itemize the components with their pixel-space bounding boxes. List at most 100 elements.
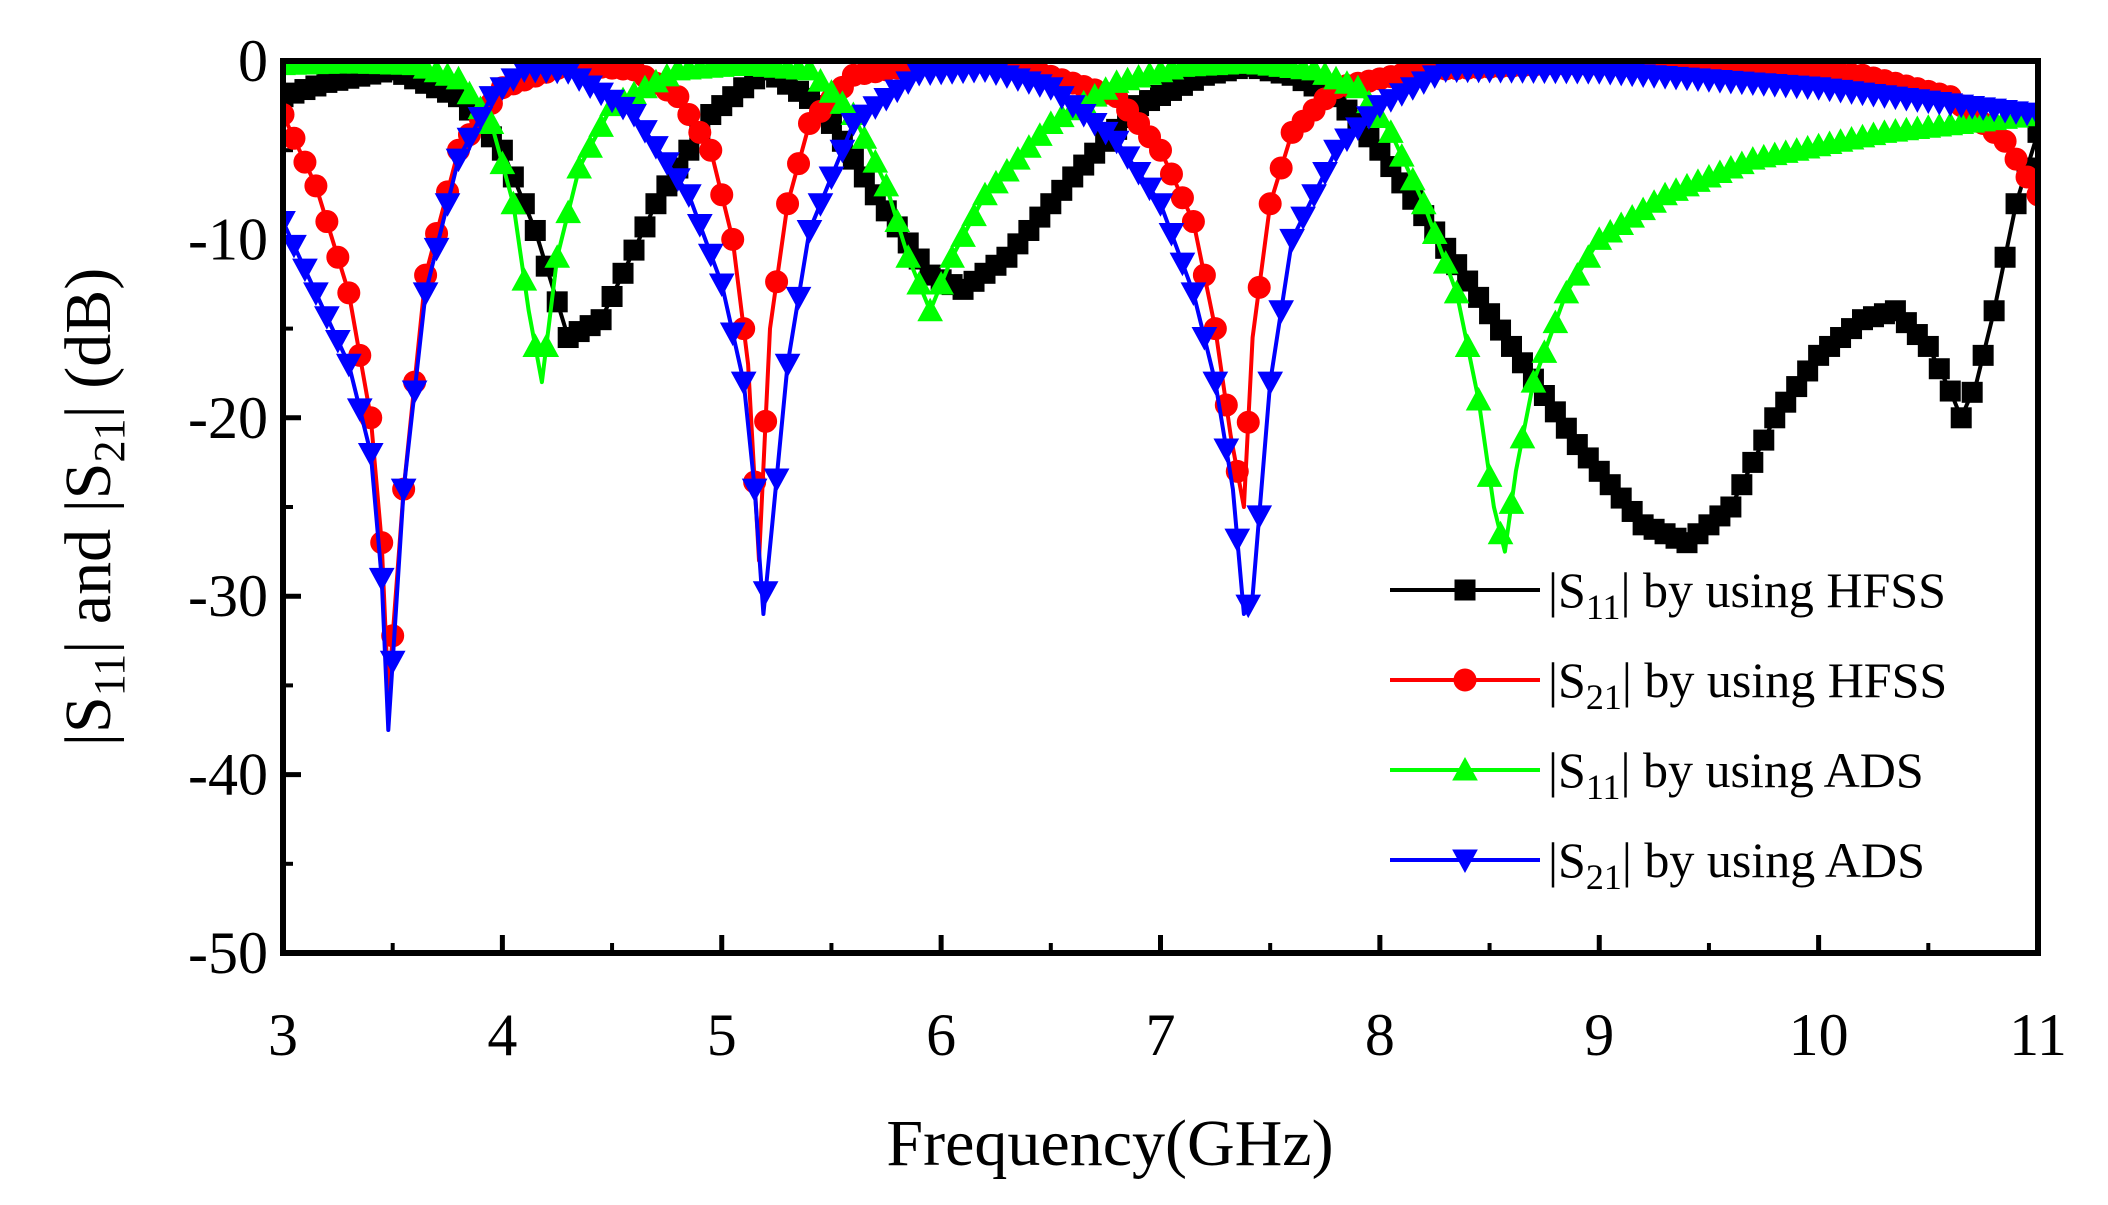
legend-label-prefix: |S	[1548, 742, 1586, 798]
data-point	[1564, 262, 1591, 286]
data-point	[1323, 139, 1349, 164]
data-point	[1378, 119, 1404, 143]
data-point	[1753, 429, 1775, 451]
data-point	[796, 219, 823, 244]
legend-label-prefix: |S	[1548, 652, 1586, 708]
data-point	[1016, 134, 1042, 158]
data-point	[1553, 279, 1580, 304]
y-axis-title-sub-a: 11	[85, 654, 134, 696]
data-point	[1399, 166, 1426, 191]
data-point	[346, 398, 373, 422]
legend-label-suffix: | by using HFSS	[1621, 562, 1946, 618]
legend-marker	[1454, 579, 1476, 601]
data-point	[370, 531, 394, 555]
legend-item-3: |S11| by using ADS	[1390, 742, 1924, 807]
y-tick-label: -10	[188, 206, 268, 272]
data-point	[730, 371, 757, 396]
data-point	[643, 136, 669, 160]
data-point	[621, 104, 647, 128]
data-point	[623, 239, 645, 261]
data-point	[1764, 407, 1786, 429]
data-point	[590, 309, 612, 331]
data-point	[1786, 376, 1808, 398]
data-point	[612, 262, 634, 284]
data-point	[829, 139, 856, 164]
data-point	[315, 210, 339, 234]
data-point	[544, 244, 571, 268]
data-point	[676, 184, 702, 208]
data-point	[390, 478, 417, 503]
data-point	[292, 258, 318, 283]
data-point	[566, 154, 592, 179]
data-point	[1257, 371, 1284, 396]
data-point	[1235, 594, 1262, 619]
legend: |S11| by using HFSS|S21| by using HFSS|S…	[1390, 562, 1947, 897]
data-point	[293, 150, 317, 174]
data-point	[928, 270, 954, 295]
data-point	[1994, 246, 2016, 268]
series-3	[280, 58, 2040, 554]
data-point	[1983, 300, 2005, 322]
y-tick-label: -40	[188, 742, 268, 808]
data-point	[1158, 222, 1185, 247]
data-point	[1468, 286, 1490, 308]
data-point	[1312, 162, 1338, 186]
data-point	[1432, 250, 1459, 274]
data-point	[1476, 463, 1503, 487]
data-point	[774, 353, 801, 378]
legend-label-prefix: |S	[1548, 562, 1586, 618]
x-axis-title: Frequency(GHz)	[886, 1107, 1333, 1180]
data-point	[1170, 186, 1194, 210]
data-point	[807, 68, 834, 92]
data-point	[678, 139, 700, 161]
data-point	[994, 157, 1020, 182]
data-point	[961, 202, 987, 227]
data-point	[688, 120, 712, 144]
data-point	[699, 138, 723, 162]
data-point	[412, 282, 439, 306]
data-point	[1575, 244, 1602, 268]
x-tick-label: 3	[268, 1002, 298, 1068]
data-point	[1159, 162, 1183, 186]
data-point	[1258, 192, 1282, 216]
data-point	[787, 152, 811, 176]
data-point	[665, 168, 691, 192]
legend-label: |S11| by using HFSS	[1548, 562, 1946, 627]
legend-label-suffix: | by using HFSS	[1622, 652, 1947, 708]
data-point	[555, 199, 582, 224]
legend-label-subscript: 11	[1586, 587, 1621, 627]
y-tick-label: -50	[188, 920, 268, 986]
data-point	[752, 581, 779, 605]
legend-label-suffix: | by using ADS	[1622, 832, 1925, 888]
data-point	[577, 134, 603, 158]
data-point	[445, 148, 472, 173]
data-point	[754, 409, 778, 433]
data-point	[807, 193, 834, 217]
data-point	[972, 181, 998, 206]
data-point	[686, 214, 713, 238]
legend-label-subscript: 11	[1586, 767, 1621, 807]
data-point	[337, 281, 361, 305]
legend-marker	[1452, 849, 1478, 874]
legend-marker	[1452, 756, 1478, 781]
data-point	[1542, 309, 1569, 334]
y-tick-label: -20	[188, 385, 268, 451]
data-point	[445, 65, 472, 90]
x-tick-label: 11	[2009, 1002, 2067, 1068]
data-point	[2005, 193, 2027, 215]
legend-marker	[1453, 668, 1477, 692]
x-tick-label: 4	[487, 1002, 517, 1068]
x-tick-label: 6	[926, 1002, 956, 1068]
data-point	[379, 650, 406, 675]
data-point	[1443, 279, 1470, 304]
data-point	[1454, 333, 1481, 357]
data-point	[710, 183, 734, 207]
data-point	[950, 223, 976, 247]
data-point	[697, 243, 724, 268]
data-point	[368, 567, 395, 592]
data-point	[1972, 344, 1994, 366]
data-point	[895, 244, 922, 268]
data-point	[1181, 210, 1205, 234]
data-point	[1191, 327, 1218, 351]
